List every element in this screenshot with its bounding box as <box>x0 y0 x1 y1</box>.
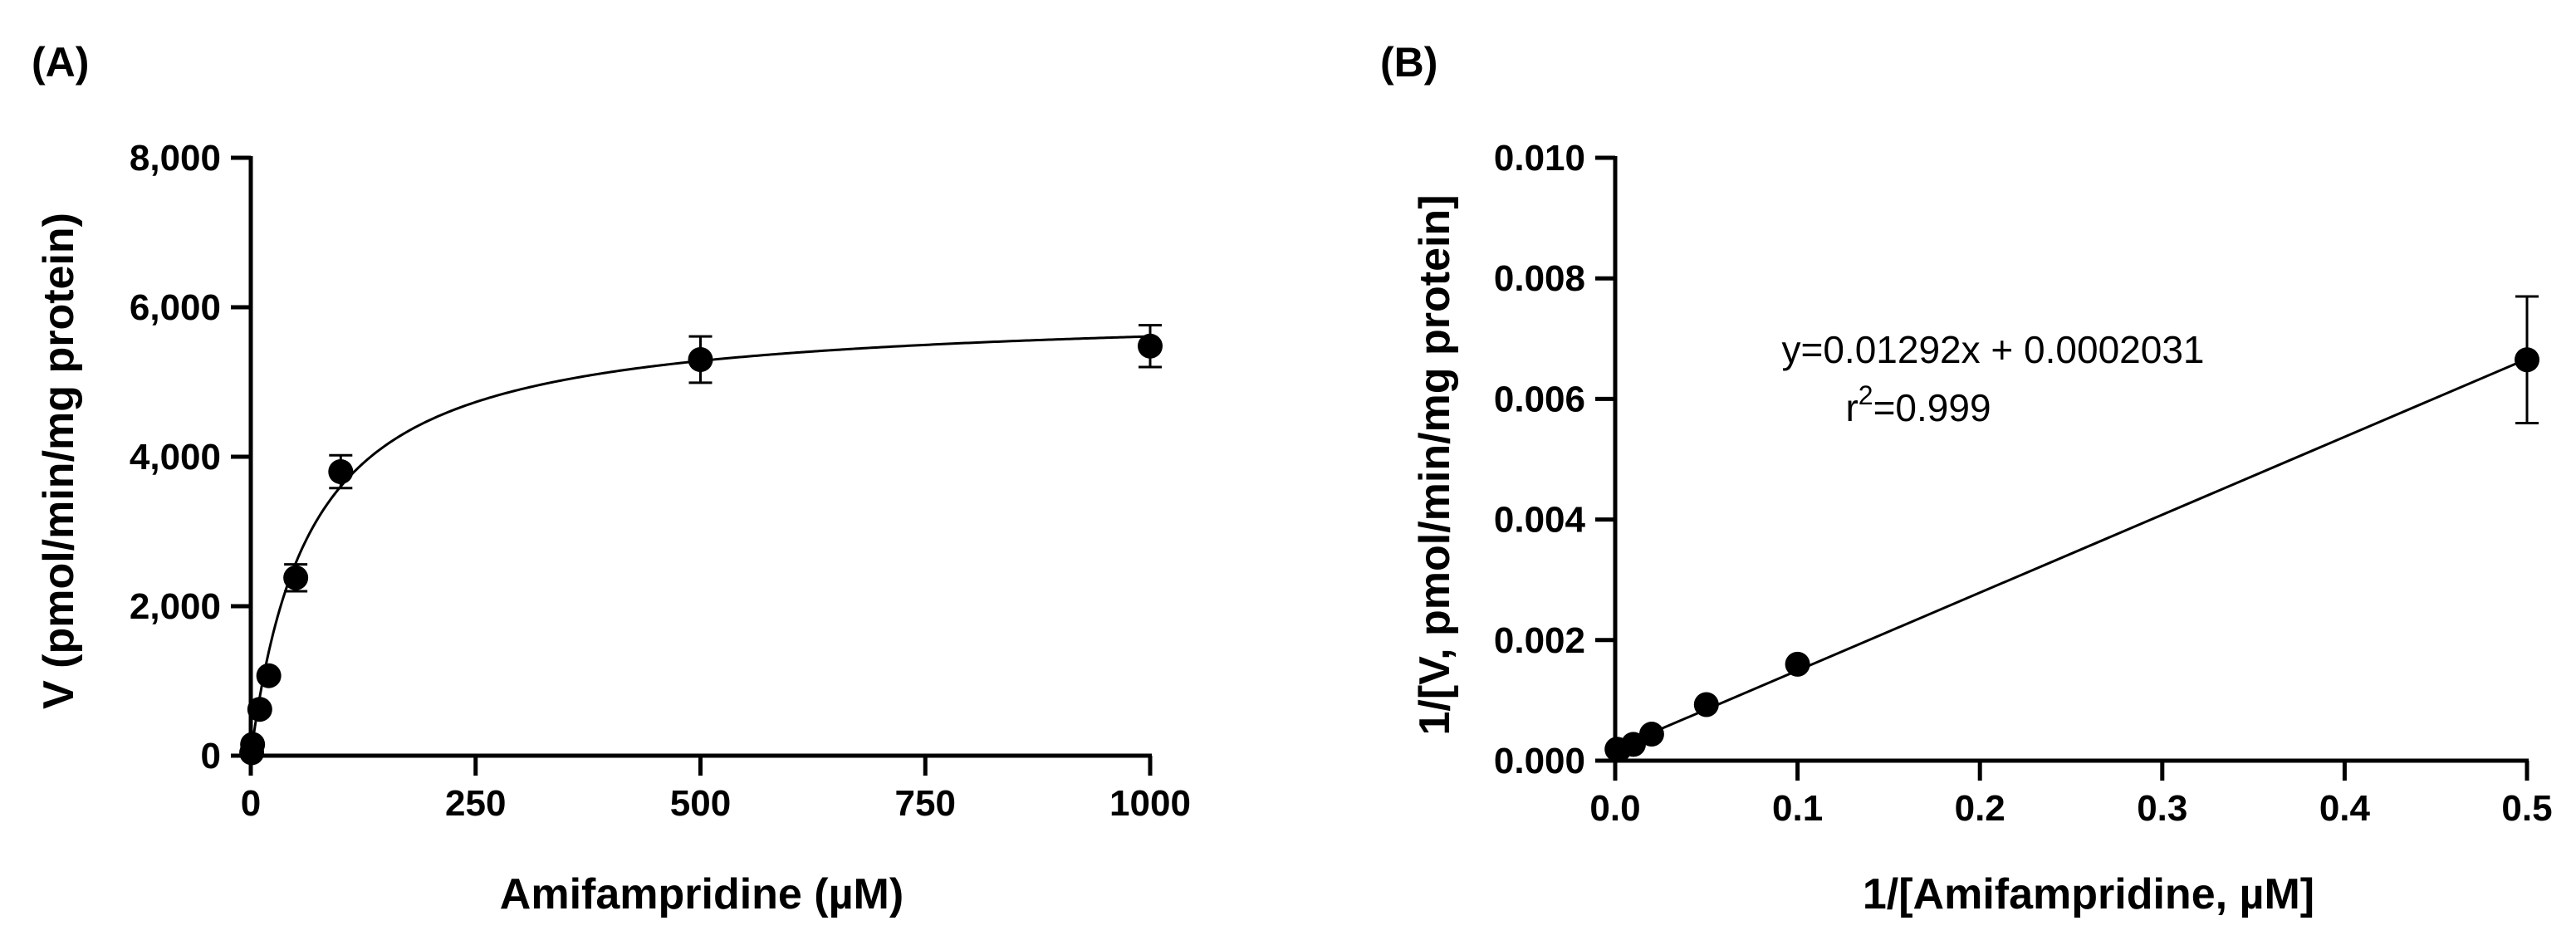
r2-value: =0.999 <box>1873 386 1991 429</box>
x-tick-label: 0 <box>241 783 261 824</box>
x-tick-label: 0.1 <box>1772 788 1823 829</box>
data-point <box>1138 333 1163 359</box>
data-point <box>256 663 282 688</box>
panel-a-label: (A) <box>32 39 89 86</box>
panel-b-equation: y=0.01292x + 0.0002031 <box>1781 328 2204 371</box>
x-tick-label: 1000 <box>1109 783 1191 824</box>
x-tick-label: 500 <box>670 783 731 824</box>
y-tick-label: 0.002 <box>1494 620 1585 661</box>
y-tick-label: 0.004 <box>1494 500 1586 541</box>
x-tick-label: 0.5 <box>2501 788 2552 829</box>
x-tick-label: 750 <box>895 783 956 824</box>
data-point <box>328 459 354 484</box>
panel-a-ticks: 0 2,000 4,000 6,000 8,000 0 250 500 750 1000 <box>130 138 1191 824</box>
data-point <box>1785 651 1810 677</box>
r2-prefix: r <box>1845 386 1858 429</box>
data-point <box>2515 347 2539 373</box>
x-tick-label: 250 <box>445 783 506 824</box>
data-point <box>688 347 713 372</box>
x-tick-label: 0.4 <box>2319 788 2371 829</box>
panel-b: (B) 0.000 0.002 0.004 0.006 0.008 0.010 0.0 0.1… <box>1380 39 2553 918</box>
x-tick-label: 0.0 <box>1589 788 1640 829</box>
r2-superscript: 2 <box>1859 380 1873 410</box>
y-tick-label: 0.006 <box>1494 379 1585 419</box>
panel-b-y-axis-title: 1/[V, pmol/min/mg protein] <box>1411 194 1459 735</box>
a-fit-line <box>249 335 1151 757</box>
data-point <box>1620 732 1646 757</box>
data-point <box>1693 692 1719 717</box>
x-tick-label: 0.3 <box>2137 788 2187 829</box>
panel-a-marks <box>239 324 1163 766</box>
data-point <box>283 565 309 590</box>
y-tick-label: 2,000 <box>130 586 221 627</box>
y-tick-label: 8,000 <box>130 138 221 179</box>
y-tick-label: 4,000 <box>130 437 221 477</box>
panel-b-r-squared: r2=0.999 <box>1845 380 1991 429</box>
panel-a-y-axis-title: V (pmol/min/mg protein) <box>35 213 83 709</box>
data-point <box>247 697 272 722</box>
x-tick-label: 0.2 <box>1955 788 2005 829</box>
panel-b-x-axis-title: 1/[Amifampridine, µM] <box>1863 870 2314 918</box>
data-point <box>1638 722 1664 747</box>
y-tick-label: 0.008 <box>1494 258 1585 299</box>
y-tick-label: 6,000 <box>130 287 221 328</box>
y-tick-label: 0 <box>201 736 221 776</box>
y-tick-label: 0.010 <box>1494 138 1585 179</box>
y-tick-label: 0.000 <box>1494 741 1585 781</box>
panel-b-ticks: 0.000 0.002 0.004 0.006 0.008 0.010 0.0 0.1 0.2 0… <box>1494 138 2553 829</box>
panel-a-x-axis-title: Amifampridine (µM) <box>500 870 904 918</box>
b-fit-line <box>1614 357 2528 750</box>
panel-b-label: (B) <box>1380 39 1437 86</box>
